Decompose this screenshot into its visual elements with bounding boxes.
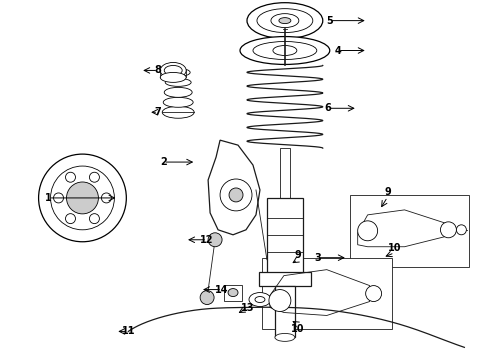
- Ellipse shape: [255, 297, 265, 302]
- Ellipse shape: [101, 193, 111, 203]
- Ellipse shape: [50, 166, 114, 230]
- Text: 10: 10: [291, 324, 305, 334]
- Ellipse shape: [220, 179, 252, 211]
- Text: 9: 9: [294, 250, 301, 260]
- Text: 2: 2: [160, 157, 167, 167]
- Ellipse shape: [249, 293, 271, 306]
- Ellipse shape: [66, 172, 75, 182]
- Text: 13: 13: [241, 302, 255, 312]
- Ellipse shape: [39, 154, 126, 242]
- Text: 14: 14: [215, 284, 229, 294]
- Ellipse shape: [247, 3, 323, 39]
- Ellipse shape: [441, 222, 456, 238]
- Ellipse shape: [162, 106, 194, 118]
- Ellipse shape: [271, 14, 299, 28]
- Bar: [350, 195, 469, 267]
- Ellipse shape: [208, 233, 222, 247]
- Text: 3: 3: [315, 253, 321, 263]
- Ellipse shape: [200, 291, 214, 305]
- Text: 8: 8: [155, 66, 162, 76]
- Ellipse shape: [253, 41, 317, 59]
- Ellipse shape: [273, 45, 297, 55]
- Ellipse shape: [67, 182, 98, 214]
- Ellipse shape: [366, 285, 382, 302]
- Ellipse shape: [163, 97, 193, 107]
- Ellipse shape: [228, 289, 238, 297]
- Ellipse shape: [53, 193, 64, 203]
- Bar: [262, 258, 392, 329]
- Ellipse shape: [456, 225, 466, 235]
- Bar: [224, 285, 242, 301]
- Ellipse shape: [160, 62, 186, 78]
- Ellipse shape: [279, 18, 291, 24]
- Ellipse shape: [66, 213, 75, 224]
- Ellipse shape: [90, 172, 99, 182]
- Text: 7: 7: [155, 107, 162, 117]
- Ellipse shape: [166, 68, 190, 76]
- Ellipse shape: [275, 333, 295, 341]
- Ellipse shape: [240, 37, 330, 64]
- Bar: [280, 148, 290, 198]
- Ellipse shape: [165, 78, 191, 86]
- Ellipse shape: [160, 72, 186, 82]
- Ellipse shape: [90, 213, 99, 224]
- Ellipse shape: [164, 87, 192, 97]
- Text: 5: 5: [326, 15, 333, 26]
- Text: 11: 11: [122, 327, 135, 336]
- Text: 9: 9: [384, 187, 391, 197]
- Text: 1: 1: [45, 193, 52, 203]
- Ellipse shape: [257, 9, 313, 32]
- Text: 6: 6: [324, 103, 331, 113]
- Bar: [275, 285, 295, 337]
- Ellipse shape: [229, 188, 243, 202]
- Bar: [267, 198, 303, 278]
- Ellipse shape: [358, 221, 378, 241]
- Ellipse shape: [269, 289, 291, 311]
- Text: 12: 12: [200, 235, 214, 245]
- Text: 10: 10: [388, 243, 401, 253]
- Ellipse shape: [164, 66, 182, 75]
- Text: 4: 4: [334, 45, 341, 55]
- Bar: [259, 272, 311, 285]
